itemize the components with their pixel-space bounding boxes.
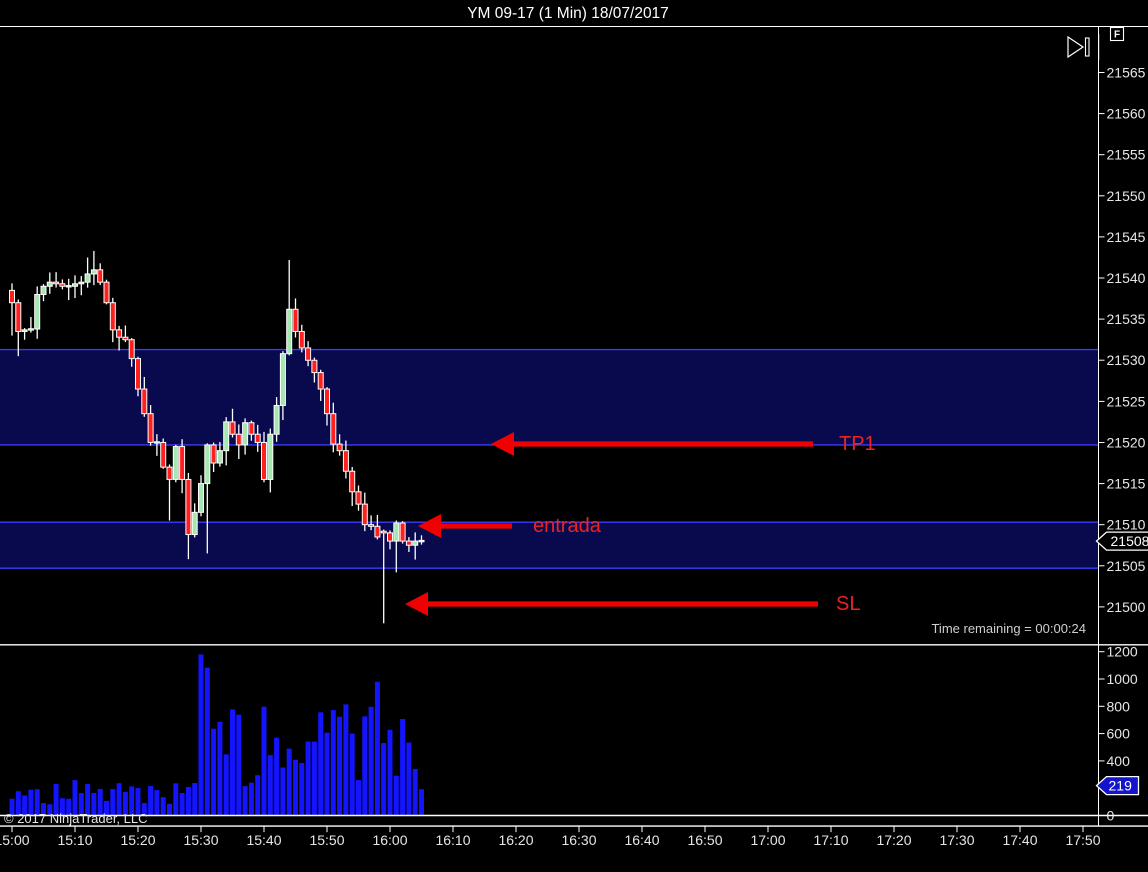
svg-text:© 2017 NinjaTrader, LLC: © 2017 NinjaTrader, LLC	[4, 811, 148, 826]
svg-text:16:50: 16:50	[687, 832, 722, 848]
svg-text:15:10: 15:10	[57, 832, 92, 848]
svg-text:17:50: 17:50	[1065, 832, 1100, 848]
svg-text:17:40: 17:40	[1002, 832, 1037, 848]
svg-text:1000: 1000	[1107, 671, 1138, 687]
svg-text:21540: 21540	[1107, 270, 1146, 286]
svg-text:16:20: 16:20	[498, 832, 533, 848]
svg-text:15:20: 15:20	[120, 832, 155, 848]
svg-text:entrada: entrada	[533, 515, 602, 537]
svg-text:YM 09-17 (1 Min) 18/07/2017: YM 09-17 (1 Min) 18/07/2017	[467, 5, 669, 22]
svg-text:400: 400	[1107, 753, 1131, 769]
svg-text:17:30: 17:30	[939, 832, 974, 848]
svg-text:21520: 21520	[1107, 435, 1146, 451]
svg-text:15:40: 15:40	[246, 832, 281, 848]
svg-text:15:30: 15:30	[183, 832, 218, 848]
svg-text:17:00: 17:00	[750, 832, 785, 848]
svg-text:17:10: 17:10	[813, 832, 848, 848]
svg-text:21500: 21500	[1107, 599, 1146, 615]
svg-text:17:20: 17:20	[876, 832, 911, 848]
svg-text:21530: 21530	[1107, 352, 1146, 368]
svg-text:21508: 21508	[1111, 533, 1148, 549]
svg-text:F: F	[1114, 30, 1120, 41]
svg-text:21525: 21525	[1107, 393, 1146, 409]
svg-text:21545: 21545	[1107, 229, 1146, 245]
svg-text:16:10: 16:10	[435, 832, 470, 848]
svg-text:15:00: 15:00	[0, 832, 30, 848]
svg-text:Time remaining = 00:00:24: Time remaining = 00:00:24	[931, 621, 1086, 636]
svg-text:600: 600	[1107, 726, 1131, 742]
svg-text:21555: 21555	[1107, 147, 1146, 163]
svg-text:21560: 21560	[1107, 106, 1146, 122]
svg-text:21535: 21535	[1107, 311, 1146, 327]
svg-text:21550: 21550	[1107, 188, 1146, 204]
svg-text:21515: 21515	[1107, 476, 1146, 492]
svg-text:TP1: TP1	[839, 433, 876, 455]
svg-text:16:30: 16:30	[561, 832, 596, 848]
svg-text:15:50: 15:50	[309, 832, 344, 848]
svg-text:SL: SL	[836, 593, 860, 615]
svg-text:219: 219	[1109, 778, 1133, 794]
svg-text:16:00: 16:00	[372, 832, 407, 848]
svg-text:21510: 21510	[1107, 517, 1146, 533]
svg-text:1200: 1200	[1107, 644, 1138, 660]
svg-text:21565: 21565	[1107, 65, 1146, 81]
svg-text:800: 800	[1107, 698, 1131, 714]
svg-text:21505: 21505	[1107, 558, 1146, 574]
svg-text:16:40: 16:40	[624, 832, 659, 848]
